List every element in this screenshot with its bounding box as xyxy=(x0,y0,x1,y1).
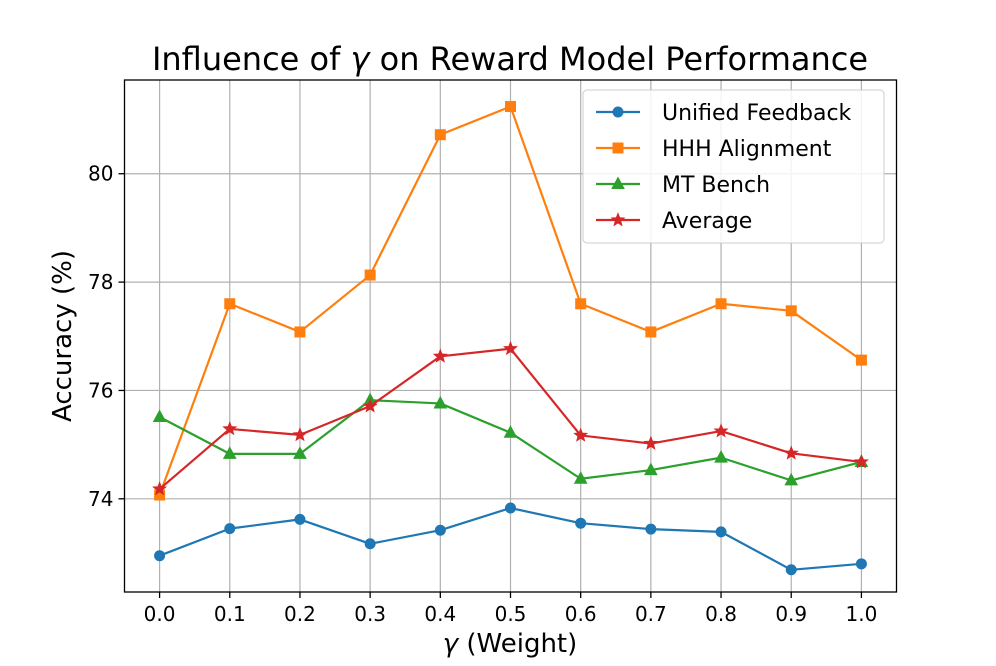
data-point-average xyxy=(643,435,659,450)
y-tick-label: 78 xyxy=(88,270,113,294)
legend-box xyxy=(582,89,885,244)
data-point-mt-bench xyxy=(644,462,658,476)
series-unified-feedback xyxy=(154,502,867,576)
data-point-average xyxy=(853,454,869,469)
x-axis-label-suffix: (Weight) xyxy=(458,629,577,659)
legend-marker xyxy=(612,142,624,154)
x-tick-label: 0.3 xyxy=(354,602,386,626)
data-point-hhh-alignment xyxy=(224,298,236,310)
y-axis-label: Accuracy (%) xyxy=(48,250,78,422)
data-point-unified-feedback xyxy=(645,523,657,535)
data-point-unified-feedback xyxy=(224,523,236,535)
data-point-average xyxy=(432,348,448,363)
data-point-average xyxy=(362,398,378,413)
data-point-unified-feedback xyxy=(364,538,376,550)
legend: Unified Feedback HHH Alignment MT Bench Ave… xyxy=(582,89,885,244)
x-tick-label: 0.6 xyxy=(565,602,597,626)
x-tick-label: 0.1 xyxy=(214,602,246,626)
x-tick-label: 0.8 xyxy=(705,602,737,626)
y-tick-label: 80 xyxy=(88,162,113,186)
data-point-average xyxy=(573,427,589,442)
x-tick-label: 0.2 xyxy=(284,602,316,626)
data-point-unified-feedback xyxy=(855,558,867,570)
chart-title: Influence of γ on Reward Model Performan… xyxy=(152,40,868,78)
x-tick-label: 0.4 xyxy=(424,602,456,626)
data-point-hhh-alignment xyxy=(364,269,376,281)
legend-label: HHH Alignment xyxy=(662,137,832,162)
data-point-average xyxy=(152,481,168,496)
data-point-hhh-alignment xyxy=(645,326,657,338)
data-point-mt-bench xyxy=(152,409,167,422)
data-point-hhh-alignment xyxy=(434,129,446,141)
data-point-mt-bench xyxy=(714,450,728,463)
legend-item-mt-bench: MT Bench xyxy=(596,173,770,198)
series-average xyxy=(152,340,869,496)
data-point-hhh-alignment xyxy=(855,354,867,366)
legend-item-average: Average xyxy=(596,209,752,234)
data-point-mt-bench xyxy=(222,446,237,459)
chart-title-symbol: γ xyxy=(351,40,372,78)
data-point-mt-bench xyxy=(433,395,448,409)
legend-marker xyxy=(611,176,625,189)
series-hhh-alignment xyxy=(154,101,867,501)
legend-label: MT Bench xyxy=(662,173,770,198)
tick-layer: 0.0 0.1 0.2 0.3 0.4 0.5 0.6 0.7 0.8 0.9 1.0 74 76 78 8… xyxy=(88,162,877,626)
data-point-unified-feedback xyxy=(785,564,797,576)
x-tick-label: 0.0 xyxy=(144,602,176,626)
x-tick-label: 0.7 xyxy=(635,602,667,626)
x-axis-label: γ (Weight) xyxy=(443,629,578,659)
legend-label: Unified Feedback xyxy=(662,101,852,126)
data-point-hhh-alignment xyxy=(505,101,516,113)
data-point-unified-feedback xyxy=(434,524,446,536)
data-point-unified-feedback xyxy=(715,526,727,538)
data-point-average xyxy=(783,445,799,460)
data-point-mt-bench xyxy=(293,446,307,459)
legend-item-unified-feedback: Unified Feedback xyxy=(596,101,852,126)
x-tick-label: 0.5 xyxy=(495,602,527,626)
data-point-mt-bench xyxy=(503,425,518,438)
data-point-unified-feedback xyxy=(154,550,166,562)
data-point-mt-bench xyxy=(784,472,799,486)
data-point-average xyxy=(503,340,518,356)
data-point-average xyxy=(292,427,308,442)
data-point-hhh-alignment xyxy=(575,298,587,310)
x-tick-label: 0.9 xyxy=(775,602,807,626)
series-layer xyxy=(152,101,869,576)
data-point-unified-feedback xyxy=(294,513,306,525)
legend-marker xyxy=(612,106,624,118)
series-mt-bench xyxy=(152,392,869,486)
legend-label: Average xyxy=(662,209,752,234)
data-point-average xyxy=(713,423,729,438)
data-point-unified-feedback xyxy=(575,517,587,529)
y-tick-label: 74 xyxy=(88,487,113,511)
data-point-hhh-alignment xyxy=(294,326,306,338)
x-tick-label: 1.0 xyxy=(846,602,878,626)
data-point-unified-feedback xyxy=(505,502,516,514)
data-point-mt-bench xyxy=(573,471,588,484)
data-point-average xyxy=(222,421,238,436)
legend-marker xyxy=(610,212,626,227)
chart-title-suffix: on Reward Model Performance xyxy=(369,40,868,78)
y-tick-label: 76 xyxy=(88,378,113,402)
x-axis-label-symbol: γ xyxy=(443,629,460,659)
data-point-hhh-alignment xyxy=(715,298,727,310)
legend-item-hhh-alignment: HHH Alignment xyxy=(596,137,832,162)
chart-title-prefix: Influence of xyxy=(152,40,351,78)
data-point-hhh-alignment xyxy=(785,305,797,317)
